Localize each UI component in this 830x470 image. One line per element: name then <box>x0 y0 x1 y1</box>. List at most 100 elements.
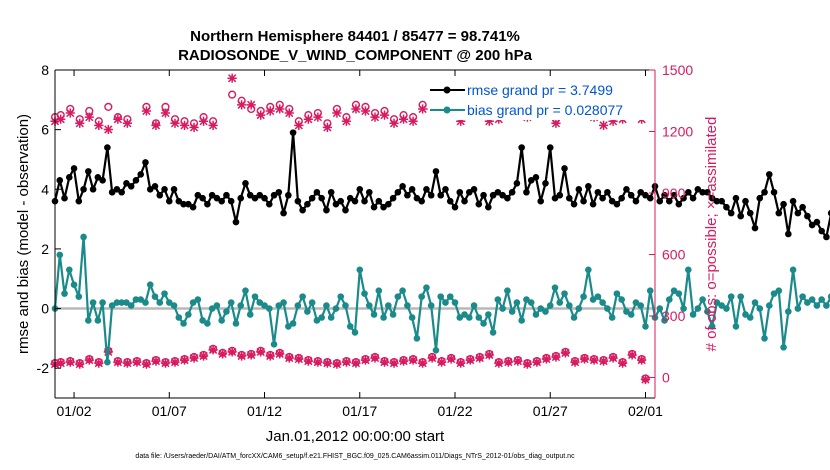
obs-low-assimilated-point <box>351 358 361 368</box>
rmse-point <box>656 197 664 205</box>
bias-point <box>727 293 735 300</box>
bias-point <box>437 293 445 300</box>
obs-assimilated-point <box>189 122 199 132</box>
rmse-point <box>689 194 697 202</box>
rmse-point <box>132 177 140 184</box>
obs-low-assimilated-point <box>503 357 513 367</box>
rmse-point <box>275 188 283 196</box>
rmse-point <box>818 227 825 235</box>
bias-point <box>323 302 330 309</box>
rmse-point <box>518 144 525 151</box>
bias-point <box>432 346 440 354</box>
obs-assimilated-point <box>389 118 399 128</box>
bias-point <box>675 290 683 297</box>
x-tick-label: 01/17 <box>342 403 377 419</box>
bias-point <box>313 317 321 324</box>
rmse-point <box>637 188 645 196</box>
bias-point <box>189 299 197 306</box>
bias-point <box>156 299 164 306</box>
bias-point <box>632 299 640 306</box>
bias-point <box>613 290 621 297</box>
obs-assimilated-point <box>351 104 361 114</box>
rmse-point <box>89 185 97 193</box>
bias-point <box>780 344 787 351</box>
obs-low-assimilated-point <box>322 358 332 368</box>
bias-point <box>718 302 725 309</box>
rmse-point <box>380 203 387 211</box>
rmse-point <box>146 185 154 193</box>
rmse-point <box>446 197 454 205</box>
bias-point <box>208 305 216 312</box>
rmse-point <box>627 191 635 199</box>
obs-low-assimilated-point <box>522 359 532 369</box>
rmse-point <box>170 185 178 193</box>
bias-point <box>165 299 173 306</box>
rmse-point <box>808 221 816 229</box>
obs-low-assimilated-point <box>608 353 618 363</box>
rmse-point <box>327 188 335 196</box>
obs-low-assimilated-point <box>551 352 561 362</box>
obs-assimilated-point <box>84 112 94 122</box>
rmse-point <box>227 197 235 205</box>
rmse-point <box>732 194 740 202</box>
y-axis-label-left: rmse and bias (model - observation) <box>15 114 32 354</box>
bias-point <box>218 317 225 324</box>
bias-point <box>594 293 602 300</box>
obs-assimilated-point <box>275 104 285 114</box>
rmse-point <box>432 168 440 175</box>
bias-point <box>204 320 211 327</box>
y-axis-label-right: # of obs: o=possible; ×=assimilated <box>703 117 720 352</box>
obs-assimilated-point <box>379 110 390 120</box>
obs-assimilated-point <box>113 114 123 124</box>
rmse-point <box>80 185 87 193</box>
obs-low-assimilated-point <box>437 357 447 367</box>
rmse-point <box>165 197 173 205</box>
bias-point <box>389 311 397 318</box>
rmse-point <box>608 197 616 205</box>
rmse-point <box>599 194 606 202</box>
rmse-point <box>561 165 568 172</box>
bias-point <box>789 266 797 274</box>
obs-low-assimilated-point <box>560 348 571 358</box>
bias-point <box>394 293 402 300</box>
obs-assimilated-point <box>122 118 132 128</box>
rmse-point <box>570 200 578 208</box>
bias-point <box>794 305 802 312</box>
bias-point <box>137 296 145 303</box>
rmse-point <box>280 209 287 217</box>
rmse-point <box>799 203 806 211</box>
series-bias <box>51 233 830 366</box>
obs-assimilated-point <box>56 114 66 124</box>
bias-point <box>608 314 616 321</box>
obs-assimilated-point <box>237 100 247 110</box>
bias-point <box>761 335 768 342</box>
bias-point <box>194 296 202 303</box>
rmse-point <box>761 188 768 196</box>
rmse-point <box>623 185 630 193</box>
obs-low-assimilated-point <box>122 358 132 368</box>
obs-low-assimilated-point <box>579 354 590 364</box>
obs-assimilated-point <box>256 110 266 120</box>
rmse-point <box>475 200 483 208</box>
bias-point <box>170 302 178 309</box>
bias-point <box>337 293 345 300</box>
bias-point <box>104 358 111 366</box>
rmse-point <box>94 174 102 181</box>
obs-low-assimilated-point <box>294 354 304 364</box>
bias-point <box>818 296 825 303</box>
bias-point <box>775 287 783 294</box>
rmse-point <box>261 194 268 202</box>
obs-low-assimilated-point <box>218 349 228 359</box>
bias-point <box>518 317 525 324</box>
obs-low-assimilated-point <box>275 349 285 359</box>
bias-point <box>513 299 521 306</box>
rmse-point <box>618 194 625 202</box>
rmse-point <box>565 194 573 202</box>
bias-point <box>385 302 392 309</box>
obs-low-assimilated-point <box>132 357 142 367</box>
rmse-point <box>65 174 73 181</box>
obs-possible-point <box>228 90 237 99</box>
rmse-point <box>246 191 254 199</box>
obs-low-assimilated-point <box>465 355 475 365</box>
obs-low-assimilated-point <box>284 353 294 363</box>
